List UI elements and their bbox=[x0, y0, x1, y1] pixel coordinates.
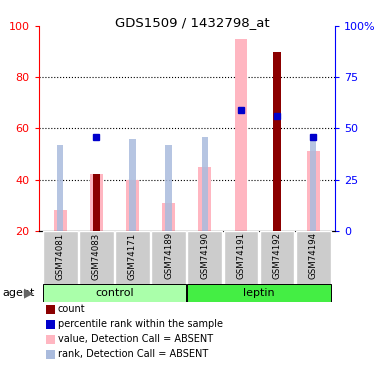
Text: agent: agent bbox=[2, 288, 34, 298]
FancyBboxPatch shape bbox=[187, 231, 222, 285]
FancyBboxPatch shape bbox=[224, 231, 258, 285]
Text: control: control bbox=[95, 288, 134, 298]
Bar bbox=[234, 39, 247, 231]
Text: GSM74171: GSM74171 bbox=[128, 232, 137, 279]
Text: GSM74081: GSM74081 bbox=[56, 232, 65, 279]
Bar bbox=[307, 152, 320, 231]
Text: GSM74194: GSM74194 bbox=[309, 232, 318, 279]
Bar bbox=[129, 139, 136, 231]
Bar bbox=[310, 136, 316, 231]
Text: GSM74083: GSM74083 bbox=[92, 232, 101, 279]
Bar bbox=[126, 180, 139, 231]
FancyBboxPatch shape bbox=[43, 231, 77, 285]
Text: count: count bbox=[58, 304, 85, 314]
FancyBboxPatch shape bbox=[296, 231, 331, 285]
Bar bbox=[92, 174, 100, 231]
Bar bbox=[90, 174, 103, 231]
Text: ▶: ▶ bbox=[24, 287, 34, 300]
Bar bbox=[54, 210, 67, 231]
Text: GSM74190: GSM74190 bbox=[200, 232, 209, 279]
Bar bbox=[162, 202, 175, 231]
FancyBboxPatch shape bbox=[187, 284, 331, 302]
Text: rank, Detection Call = ABSENT: rank, Detection Call = ABSENT bbox=[58, 350, 208, 359]
Bar bbox=[57, 145, 64, 231]
FancyBboxPatch shape bbox=[79, 231, 114, 285]
Bar bbox=[166, 145, 172, 231]
Bar bbox=[199, 167, 211, 231]
Text: GSM74192: GSM74192 bbox=[273, 232, 281, 279]
Text: GSM74191: GSM74191 bbox=[236, 232, 246, 279]
FancyBboxPatch shape bbox=[43, 284, 186, 302]
FancyBboxPatch shape bbox=[260, 231, 295, 285]
Text: GDS1509 / 1432798_at: GDS1509 / 1432798_at bbox=[115, 16, 270, 29]
Text: value, Detection Call = ABSENT: value, Detection Call = ABSENT bbox=[58, 334, 213, 344]
Text: GSM74189: GSM74189 bbox=[164, 232, 173, 279]
FancyBboxPatch shape bbox=[151, 231, 186, 285]
Bar bbox=[202, 136, 208, 231]
Text: percentile rank within the sample: percentile rank within the sample bbox=[58, 320, 223, 329]
FancyBboxPatch shape bbox=[115, 231, 150, 285]
Bar bbox=[273, 52, 281, 231]
Text: leptin: leptin bbox=[243, 288, 275, 298]
